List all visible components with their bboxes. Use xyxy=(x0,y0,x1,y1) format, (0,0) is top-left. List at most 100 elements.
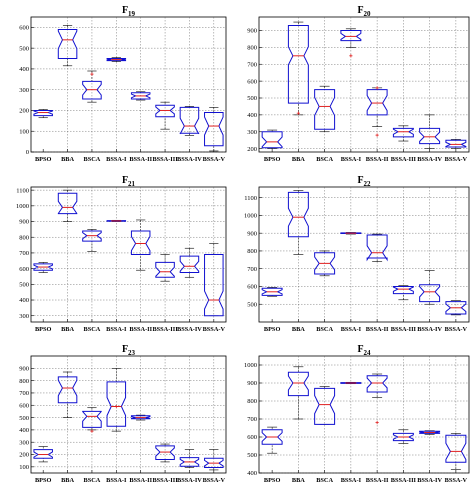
x-tick-label: BPSO xyxy=(264,156,281,163)
box-body xyxy=(314,89,336,130)
panel-title: F19 xyxy=(122,5,136,18)
y-tick-label: 800 xyxy=(247,45,257,52)
y-tick-label: 500 xyxy=(19,282,29,289)
box-BSSA-II xyxy=(130,414,151,421)
x-tick-label: BSSA-II xyxy=(366,326,389,333)
x-tick-label: BSSA-V xyxy=(203,156,226,163)
x-tick-label: BSSA-V xyxy=(203,477,226,484)
x-tick-label: BSSA-IV xyxy=(177,156,202,163)
box-body xyxy=(419,430,441,434)
x-tick-label: BSCA xyxy=(316,326,333,333)
y-tick-label: 800 xyxy=(19,234,29,241)
plot-frame xyxy=(258,16,470,153)
box-BBA xyxy=(287,366,309,420)
y-tick-label: 900 xyxy=(247,380,257,387)
x-tick-label: BSSA-IV xyxy=(417,477,442,484)
box-body xyxy=(340,382,362,384)
y-tick-label: 500 xyxy=(247,301,257,308)
box-BBA xyxy=(57,25,78,67)
y-tick-label: 900 xyxy=(19,366,29,373)
x-tick-label: BSSA-I xyxy=(341,156,362,163)
box-BSSA-IV xyxy=(179,247,200,278)
x-tick-label: BBA xyxy=(61,156,74,163)
x-tick-label: BSSA-I xyxy=(106,156,127,163)
y-tick-label: 800 xyxy=(247,398,257,405)
x-tick-label: BBA xyxy=(292,477,305,484)
box-body xyxy=(445,139,467,148)
box-body xyxy=(204,254,224,317)
y-tick-label: 600 xyxy=(247,434,257,441)
plot-frame xyxy=(258,355,470,474)
box-body xyxy=(106,220,127,222)
y-tick-label: 500 xyxy=(19,415,29,422)
box-BPSO xyxy=(261,129,283,149)
y-tick-label: 1000 xyxy=(244,362,257,369)
y-tick-label: 500 xyxy=(19,45,29,52)
y-tick-label: 700 xyxy=(19,390,29,397)
box-body xyxy=(204,457,224,468)
x-tick-label: BBA xyxy=(292,156,305,163)
y-tick-label: 1100 xyxy=(16,187,29,194)
x-tick-label: BPSO xyxy=(35,326,52,333)
box-BSSA-III xyxy=(392,125,414,142)
box-BSSA-V xyxy=(204,243,224,317)
y-tick-label: 0 xyxy=(26,149,29,156)
box-body xyxy=(366,375,388,393)
box-BBA xyxy=(57,371,78,418)
x-tick-label: BSSA-V xyxy=(203,326,226,333)
x-tick-label: BPSO xyxy=(35,477,52,484)
y-tick-label: 700 xyxy=(19,250,29,257)
y-tick-label: 400 xyxy=(19,66,29,73)
y-tick-label: 600 xyxy=(19,25,29,32)
box-BSSA-IV xyxy=(419,430,441,435)
y-tick-label: 200 xyxy=(247,146,257,153)
y-tick-label: 500 xyxy=(247,95,257,102)
panel-title: F22 xyxy=(357,175,371,188)
box-BSSA-I xyxy=(340,28,362,58)
y-tick-label: 400 xyxy=(247,470,257,477)
x-tick-label: BSSA-V xyxy=(445,156,468,163)
y-tick-label: 200 xyxy=(19,108,29,115)
box-body xyxy=(57,28,78,60)
box-body xyxy=(82,410,102,428)
x-tick-label: BSSA-III xyxy=(152,477,178,484)
y-tick-label: 300 xyxy=(19,87,29,94)
box-body xyxy=(392,285,414,295)
box-body xyxy=(179,106,200,135)
box-body xyxy=(366,89,388,116)
x-tick-label: BSSA-III xyxy=(152,326,178,333)
y-tick-label: 800 xyxy=(247,248,257,255)
box-BSSA-III xyxy=(392,429,414,444)
box-body xyxy=(33,109,53,117)
x-tick-label: BSSA-II xyxy=(129,326,152,333)
box-body xyxy=(155,445,175,460)
panel-5: F23 100 200 300 400 500 600 700 800 900 BPSO BBA BSC… xyxy=(19,344,227,484)
box-BBA xyxy=(287,21,309,116)
box-body xyxy=(419,284,441,303)
y-tick-label: 900 xyxy=(247,230,257,237)
box-body xyxy=(204,112,224,147)
x-tick-label: BSSA-IV xyxy=(177,477,202,484)
box-BSSA-II xyxy=(130,219,151,271)
y-tick-label: 1000 xyxy=(244,213,257,220)
y-tick-label: 200 xyxy=(19,452,29,459)
box-body xyxy=(155,261,175,278)
panel-6: F24 400 500 600 700 800 900 1000 BPSO BBA BSCA BSSA… xyxy=(244,344,470,484)
y-tick-label: 300 xyxy=(19,313,29,320)
box-BSCA xyxy=(82,229,102,252)
x-tick-label: BPSO xyxy=(264,477,281,484)
box-BSCA xyxy=(314,250,336,277)
box-BSCA xyxy=(314,386,336,425)
box-body xyxy=(179,255,200,274)
x-tick-label: BSCA xyxy=(84,326,101,333)
box-body xyxy=(419,127,441,145)
box-body xyxy=(106,58,127,62)
box-BSSA-V xyxy=(204,107,224,152)
x-tick-label: BSSA-II xyxy=(366,477,389,484)
box-BPSO xyxy=(261,287,283,297)
box-body xyxy=(445,301,467,315)
x-tick-label: BSSA-II xyxy=(129,156,152,163)
plot-frame xyxy=(30,355,227,474)
y-tick-label: 800 xyxy=(19,378,29,385)
y-tick-label: 900 xyxy=(19,219,29,226)
